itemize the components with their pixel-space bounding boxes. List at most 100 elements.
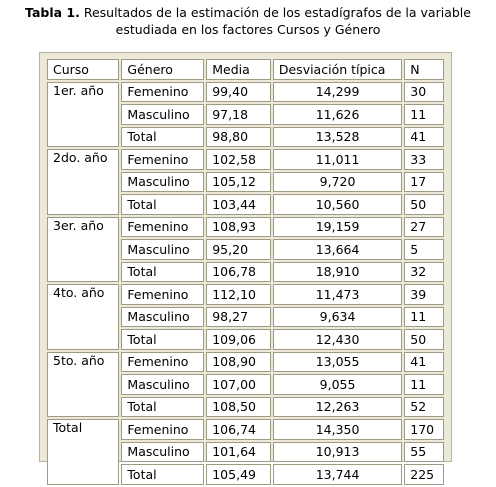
cell-n: 39 xyxy=(404,284,444,305)
cell-n: 17 xyxy=(404,171,444,192)
cell-desviacion: 13,744 xyxy=(272,464,403,485)
cell-media: 97,18 xyxy=(206,104,271,125)
header-media: Media xyxy=(206,59,271,80)
cell-media: 108,50 xyxy=(206,396,271,417)
cell-desviacion: 9,720 xyxy=(272,171,403,192)
results-table: Curso Género Media Desviación típica N 1… xyxy=(45,57,446,487)
cell-desviacion: 10,560 xyxy=(272,194,403,215)
table-row: Total 106,78 18,910 32 xyxy=(47,261,444,282)
cell-genero: Total xyxy=(121,396,205,417)
cell-genero: Femenino xyxy=(121,216,205,237)
cell-desviacion: 12,430 xyxy=(272,329,403,350)
table-row: Masculino 95,20 13,664 5 xyxy=(47,239,444,260)
table-row: Masculino 107,00 9,055 11 xyxy=(47,374,444,395)
cell-genero: Total xyxy=(121,464,205,485)
table-row: 3er. año Femenino 108,93 19,159 27 xyxy=(47,216,444,282)
cell-n: 11 xyxy=(404,306,444,327)
cell-desviacion: 13,055 xyxy=(272,351,403,372)
header-n: N xyxy=(404,59,444,80)
table-row: Total 109,06 12,430 50 xyxy=(47,329,444,350)
cell-curso: Total xyxy=(47,419,120,485)
cell-genero: Total xyxy=(121,261,205,282)
cell-media: 108,90 xyxy=(206,351,271,372)
table-row: Masculino 105,12 9,720 17 xyxy=(47,171,444,192)
cell-curso: 5to. año xyxy=(47,351,120,417)
table-row: Masculino 101,64 10,913 55 xyxy=(47,441,444,462)
results-table-frame: Curso Género Media Desviación típica N 1… xyxy=(39,52,452,485)
cell-n: 27 xyxy=(404,216,444,237)
cell-genero: Masculino xyxy=(121,104,205,125)
cell-media: 99,40 xyxy=(206,81,271,102)
cell-desviacion: 18,910 xyxy=(272,261,403,282)
cell-genero: Femenino xyxy=(121,149,205,170)
cell-n: 170 xyxy=(404,419,444,440)
cell-n: 33 xyxy=(404,149,444,170)
cell-n: 41 xyxy=(404,351,444,372)
header-row: Curso Género Media Desviación típica N xyxy=(47,59,444,80)
cell-media: 112,10 xyxy=(206,284,271,305)
table-caption-text: Resultados de la estimación de los estad… xyxy=(79,5,471,37)
cell-media: 98,27 xyxy=(206,306,271,327)
cell-n: 11 xyxy=(404,104,444,125)
table-row: Total 108,50 12,263 52 xyxy=(47,396,444,417)
cell-curso: 2do. año xyxy=(47,149,120,215)
cell-genero: Total xyxy=(121,126,205,147)
header-desviacion: Desviación típica xyxy=(272,59,403,80)
table-row: 4to. año Femenino 112,10 11,473 39 xyxy=(47,284,444,350)
cell-desviacion: 9,634 xyxy=(272,306,403,327)
cell-n: 5 xyxy=(404,239,444,260)
header-genero: Género xyxy=(121,59,205,80)
cell-curso: 1er. año xyxy=(47,81,120,147)
cell-media: 98,80 xyxy=(206,126,271,147)
cell-media: 105,12 xyxy=(206,171,271,192)
cell-desviacion: 14,299 xyxy=(272,81,403,102)
cell-n: 32 xyxy=(404,261,444,282)
cell-media: 109,06 xyxy=(206,329,271,350)
cell-media: 106,74 xyxy=(206,419,271,440)
cell-n: 11 xyxy=(404,374,444,395)
cell-n: 41 xyxy=(404,126,444,147)
table-row: 5to. año Femenino 108,90 13,055 41 xyxy=(47,351,444,417)
table-row: Total Femenino 106,74 14,350 170 xyxy=(47,419,444,485)
table-row: Masculino 98,27 9,634 11 xyxy=(47,306,444,327)
cell-genero: Masculino xyxy=(121,374,205,395)
cell-desviacion: 11,473 xyxy=(272,284,403,305)
cell-genero: Femenino xyxy=(121,81,205,102)
table-row: Masculino 97,18 11,626 11 xyxy=(47,104,444,125)
cell-desviacion: 14,350 xyxy=(272,419,403,440)
cell-media: 95,20 xyxy=(206,239,271,260)
cell-media: 107,00 xyxy=(206,374,271,395)
cell-media: 101,64 xyxy=(206,441,271,462)
header-curso: Curso xyxy=(47,59,120,80)
table-row: 1er. año Femenino 99,40 14,299 30 xyxy=(47,81,444,147)
table-row: Total 98,80 13,528 41 xyxy=(47,126,444,147)
cell-media: 106,78 xyxy=(206,261,271,282)
cell-genero: Femenino xyxy=(121,351,205,372)
cell-media: 103,44 xyxy=(206,194,271,215)
cell-n: 50 xyxy=(404,194,444,215)
cell-genero: Femenino xyxy=(121,419,205,440)
cell-n: 225 xyxy=(404,464,444,485)
cell-genero: Masculino xyxy=(121,306,205,327)
cell-n: 30 xyxy=(404,81,444,102)
cell-genero: Masculino xyxy=(121,441,205,462)
cell-desviacion: 13,664 xyxy=(272,239,403,260)
cell-desviacion: 11,626 xyxy=(272,104,403,125)
cell-desviacion: 10,913 xyxy=(272,441,403,462)
table-row: 2do. año Femenino 102,58 11,011 33 xyxy=(47,149,444,215)
cell-desviacion: 19,159 xyxy=(272,216,403,237)
cell-genero: Total xyxy=(121,194,205,215)
cell-media: 105,49 xyxy=(206,464,271,485)
cell-desviacion: 11,011 xyxy=(272,149,403,170)
cell-media: 108,93 xyxy=(206,216,271,237)
table-caption-label: Tabla 1. xyxy=(25,5,80,20)
cell-desviacion: 13,528 xyxy=(272,126,403,147)
cell-media: 102,58 xyxy=(206,149,271,170)
table-caption: Tabla 1. Resultados de la estimación de … xyxy=(0,4,496,38)
cell-genero: Total xyxy=(121,329,205,350)
cell-curso: 3er. año xyxy=(47,216,120,282)
cell-n: 55 xyxy=(404,441,444,462)
table-header: Curso Género Media Desviación típica N xyxy=(47,59,444,80)
cell-n: 52 xyxy=(404,396,444,417)
table-body: 1er. año Femenino 99,40 14,299 30 Masculino 97… xyxy=(47,81,444,485)
